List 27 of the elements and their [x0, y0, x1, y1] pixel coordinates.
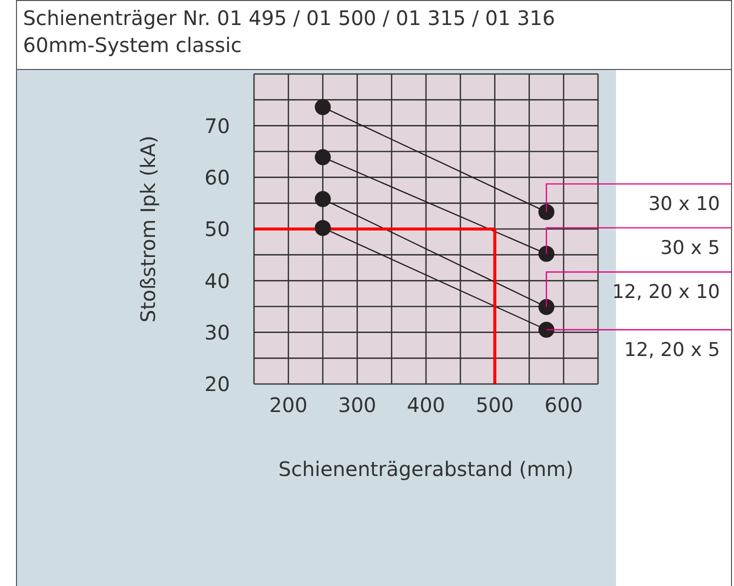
x-tick-label: 300 [338, 393, 376, 418]
text: 30 x 5 [660, 236, 720, 259]
text: 12, 20 x 10 [612, 281, 720, 304]
point [538, 246, 554, 262]
text: 12, 20 x 5 [624, 338, 720, 361]
point [314, 191, 331, 208]
x-tick-label: 200 [269, 393, 308, 418]
chart-subtitle: 60mm-System classic [23, 32, 243, 59]
y-axis-title: Stoßstrom Ipk (kA) [136, 136, 160, 322]
y-tick-label: 40 [204, 268, 230, 293]
x-tick-label: 600 [544, 393, 583, 418]
point [314, 99, 331, 116]
point [314, 220, 331, 236]
point [538, 299, 554, 316]
point [314, 149, 331, 166]
point [538, 322, 554, 338]
x-tick-label: 500 [476, 393, 514, 418]
point [538, 204, 554, 220]
x-axis-title: Schienenträgerabstand (mm) [278, 457, 574, 481]
chart-title: Schienenträger Nr. 01 495 / 01 500 / 01 315 / 01 316 [23, 5, 556, 32]
y-tick-label: 50 [204, 217, 230, 242]
y-tick-label: 30 [204, 320, 230, 344]
text: 30 x 10 [648, 192, 720, 215]
y-tick-label: 20 [204, 372, 230, 396]
x-tick-label: 400 [406, 393, 446, 418]
y-tick-label: 60 [204, 165, 230, 190]
y-tick-label: 70 [204, 114, 230, 138]
